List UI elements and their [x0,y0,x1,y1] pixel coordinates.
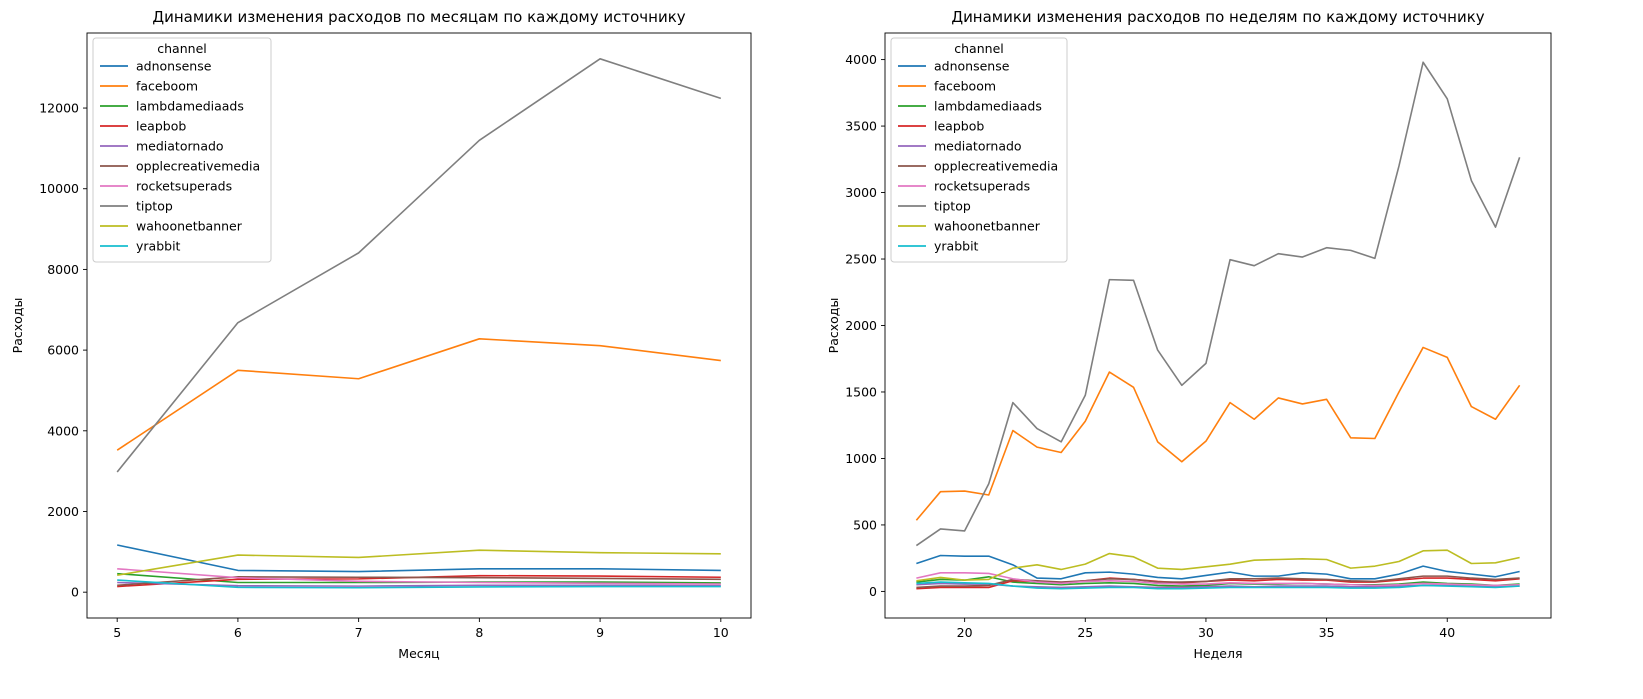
legend-label-lambdamediaads: lambdamediaads [136,99,244,114]
y-tick-label: 0 [71,585,79,600]
y-tick-label: 6000 [47,343,79,358]
legend-label-rocketsuperads: rocketsuperads [934,179,1030,194]
legend-label-leapbob: leapbob [934,119,984,134]
y-tick-label: 4000 [47,423,79,438]
series-line-lambdamediaads [916,575,1520,587]
legend: channel adnonsense faceboom lambdamediaads l… [890,37,1068,263]
legend-label-yrabbit: yrabbit [136,239,181,254]
x-tick-label: 40 [1439,625,1455,640]
x-tick-label: 10 [713,625,729,640]
x-tick-label: 5 [113,625,121,640]
x-tick-label: 8 [475,625,483,640]
y-tick-label: 4000 [845,52,877,67]
y-tick-label: 10000 [39,181,79,196]
legend-label-yrabbit: yrabbit [934,239,979,254]
legend-label-opplecreativemedia: opplecreativemedia [934,159,1058,174]
chart-title: Динамики изменения расходов по месяцам п… [152,8,685,26]
legend-label-opplecreativemedia: opplecreativemedia [136,159,260,174]
series-line-yrabbit [916,581,1520,590]
legend-label-mediatornado: mediatornado [136,139,224,154]
x-tick-label: 30 [1198,625,1214,640]
legend-title: channel [157,41,206,56]
y-tick-label: 2500 [845,252,877,267]
legend-label-mediatornado: mediatornado [934,139,1022,154]
series-line-mediatornado [117,581,721,587]
series-line-faceboom [915,346,1521,521]
y-tick-label: 500 [853,517,877,532]
x-tick-label: 35 [1319,625,1335,640]
chart-1: Динамики изменения расходов по месяцам п… [10,8,752,661]
legend-label-rocketsuperads: rocketsuperads [136,179,232,194]
legend-box [890,37,1068,263]
series-line-adnonsense [117,544,721,573]
y-tick-label: 3500 [845,119,877,134]
series-line-opplecreativemedia [117,576,721,587]
legend-label-adnonsense: adnonsense [136,59,212,74]
x-tick-label: 25 [1077,625,1093,640]
x-tick-label: 7 [355,625,363,640]
x-tick-label: 9 [596,625,604,640]
series-line-tiptop [915,61,1521,547]
y-tick-label: 0 [869,584,877,599]
legend-title: channel [954,41,1003,56]
legend-label-faceboom: faceboom [136,79,198,94]
plot-frame [86,32,752,619]
legend-box [92,37,272,263]
series-line-tiptop [116,58,722,473]
y-tick-label: 2000 [845,318,877,333]
legend-label-tiptop: tiptop [136,199,173,214]
legend-label-lambdamediaads: lambdamediaads [934,99,1042,114]
y-tick-label: 1500 [845,384,877,399]
series-line-wahoonetbanner [916,549,1520,582]
legend-label-wahoonetbanner: wahoonetbanner [136,219,243,234]
y-tick-label: 3000 [845,185,877,200]
y-tick-label: 12000 [39,101,79,116]
chart-title: Динамики изменения расходов по неделям п… [951,8,1484,26]
series-line-yrabbit [117,579,721,589]
series-line-rocketsuperads [117,567,721,585]
chart-2: Динамики изменения расходов по неделям п… [826,8,1552,661]
series-line-adnonsense [916,554,1520,580]
y-tick-label: 8000 [47,262,79,277]
y-axis-label: Расходы [10,298,25,354]
legend-label-leapbob: leapbob [136,119,186,134]
legend: channel adnonsense faceboom lambdamediaads l… [92,37,272,263]
series-line-faceboom [116,338,721,451]
legend-label-faceboom: faceboom [934,79,996,94]
y-tick-label: 1000 [845,451,877,466]
legend-label-wahoonetbanner: wahoonetbanner [934,219,1041,234]
y-tick-label: 2000 [47,504,79,519]
y-axis-label: Расходы [826,298,841,354]
x-tick-label: 6 [234,625,242,640]
series-line-rocketsuperads [916,571,1520,587]
x-axis-label: Месяц [398,646,439,661]
x-tick-label: 20 [957,625,973,640]
series-line-wahoonetbanner [117,549,721,577]
x-axis-label: Неделя [1194,646,1243,661]
legend-label-tiptop: tiptop [934,199,971,214]
legend-label-adnonsense: adnonsense [934,59,1010,74]
